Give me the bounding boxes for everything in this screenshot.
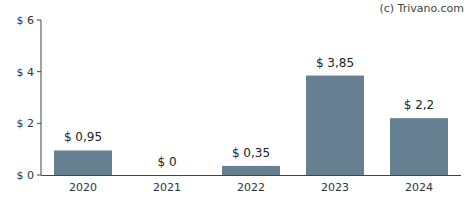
data-label: $ 2,2 <box>404 98 435 112</box>
bar <box>222 166 280 175</box>
bar <box>138 175 196 176</box>
y-tick <box>37 71 41 72</box>
x-axis <box>41 175 461 176</box>
y-tick-label: $ 6 <box>17 14 35 27</box>
x-tick-label: 2021 <box>153 181 181 194</box>
bar <box>306 76 364 175</box>
y-tick-label: $ 2 <box>17 117 35 130</box>
data-label: $ 0 <box>157 155 176 169</box>
x-tick-label: 2022 <box>237 181 265 194</box>
data-label: $ 0,35 <box>232 146 270 160</box>
y-axis <box>41 20 42 175</box>
y-tick <box>37 20 41 21</box>
bars <box>54 76 448 175</box>
data-label: $ 3,85 <box>316 56 354 70</box>
y-tick <box>37 175 41 176</box>
bar <box>54 150 112 175</box>
data-label: $ 0,95 <box>64 130 102 144</box>
x-tick-label: 2024 <box>405 181 433 194</box>
x-tick-label: 2020 <box>69 181 97 194</box>
y-tick-label: $ 4 <box>17 66 35 79</box>
y-tick-label: $ 0 <box>17 169 35 182</box>
watermark: (c) Trivano.com <box>379 2 464 15</box>
chart: $ 0 $ 2 $ 4 $ 6 2020 2021 2022 2023 2024 $ 0,95 $ … <box>0 0 470 200</box>
x-tick-label: 2023 <box>321 181 349 194</box>
bar <box>390 118 448 175</box>
y-tick <box>37 123 41 124</box>
